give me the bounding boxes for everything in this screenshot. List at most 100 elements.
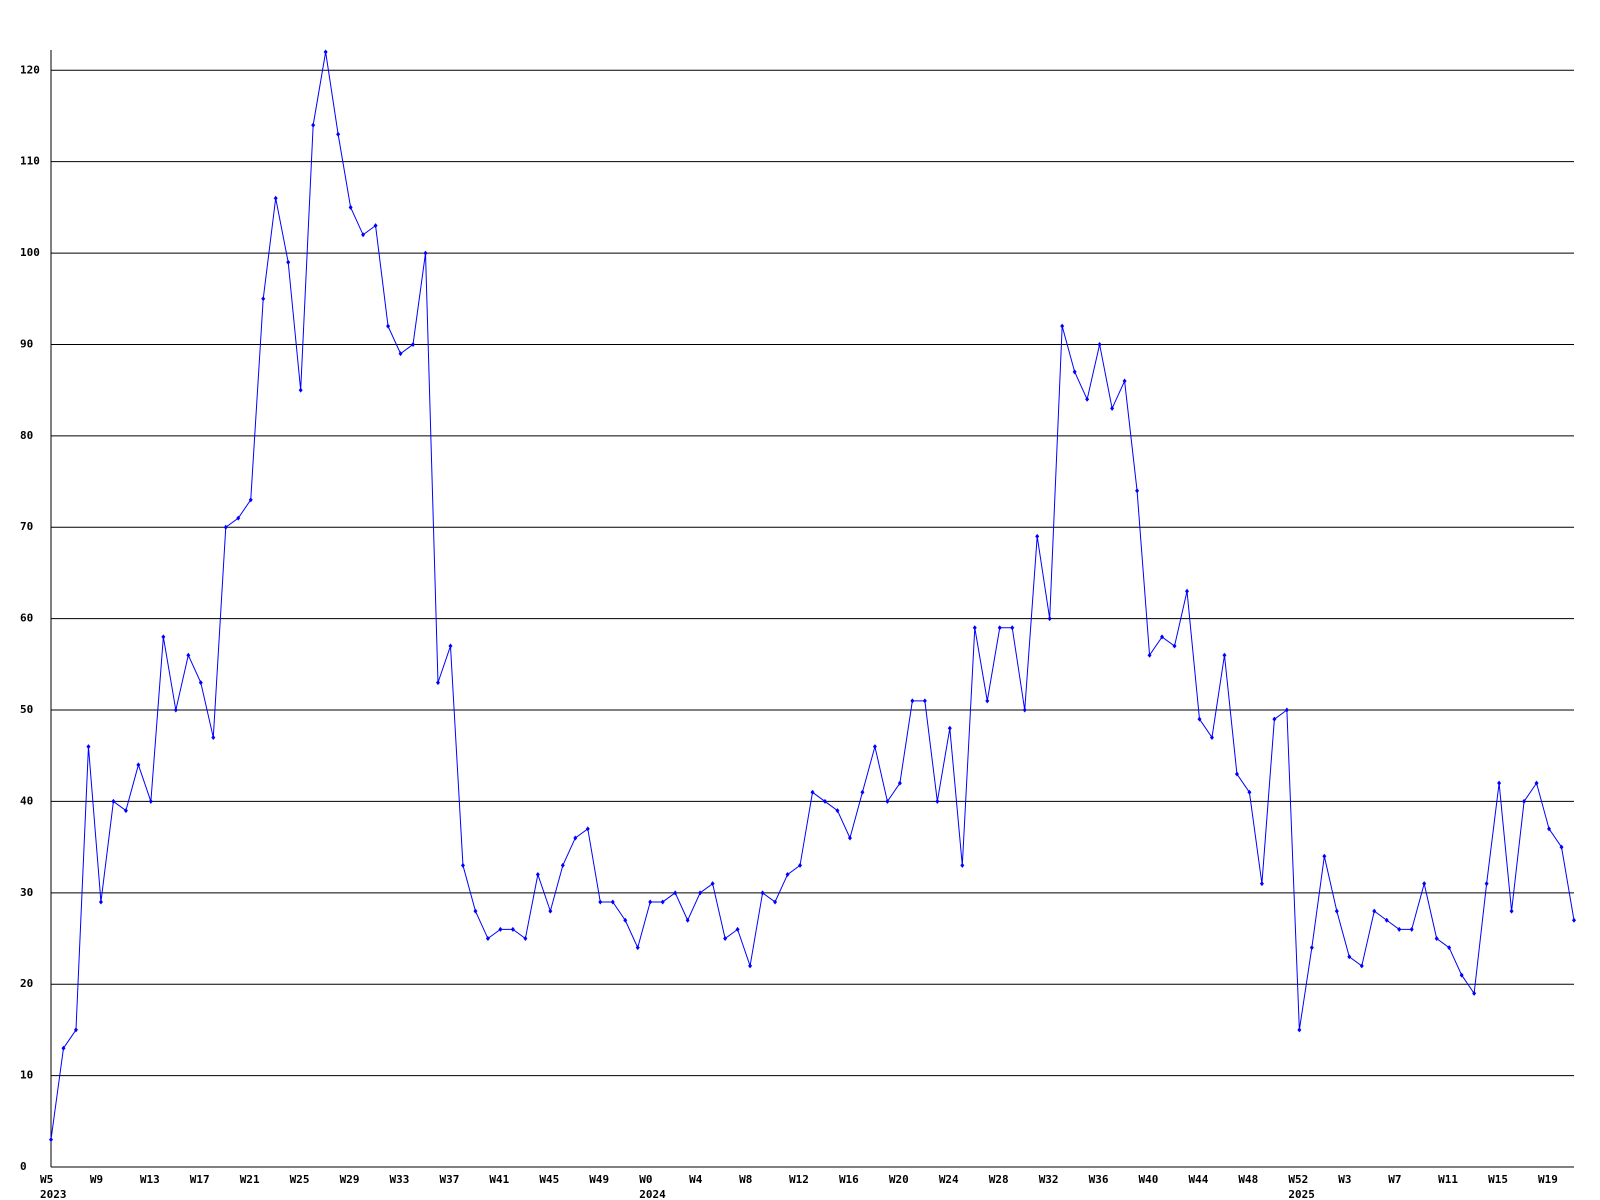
data-point: [1334, 908, 1339, 914]
x-tick-label: W17: [189, 1173, 210, 1186]
data-point: [1434, 936, 1439, 942]
data-point: [1284, 707, 1289, 713]
data-point: [1072, 369, 1077, 375]
data-point: [1472, 990, 1477, 996]
data-point: [798, 862, 803, 868]
data-point: [1422, 881, 1427, 887]
data-point: [760, 890, 765, 896]
data-point: [398, 351, 403, 357]
data-point: [148, 798, 153, 804]
data-point: [223, 524, 228, 530]
data-point: [498, 926, 503, 932]
data-point: [1372, 908, 1377, 914]
data-point: [1060, 323, 1065, 329]
data-point: [947, 725, 952, 731]
data-point: [361, 232, 366, 238]
y-tick-label: 30: [20, 886, 33, 899]
data-point: [1272, 716, 1277, 722]
data-point: [1397, 926, 1402, 932]
data-point: [910, 698, 915, 704]
data-point: [1035, 533, 1040, 539]
x-tick-label: W3: [1338, 1173, 1352, 1186]
data-point: [698, 890, 703, 896]
data-point: [386, 323, 391, 329]
data-point: [660, 899, 665, 905]
data-point: [485, 936, 490, 942]
x-tick-label: W15: [1488, 1173, 1508, 1186]
y-tick-label: 100: [20, 246, 40, 259]
data-point: [1522, 798, 1527, 804]
x-tick-label: W44: [1188, 1173, 1209, 1186]
y-tick-label: 20: [20, 977, 33, 990]
data-point: [1259, 881, 1264, 887]
data-point: [173, 707, 178, 713]
data-point: [1010, 625, 1015, 631]
y-tick-label: 0: [20, 1160, 27, 1173]
x-tick-label: W16: [838, 1173, 859, 1186]
data-point: [1484, 881, 1489, 887]
y-tick-label: 40: [20, 794, 33, 807]
x-tick-label: W4: [689, 1173, 703, 1186]
y-tick-label: 60: [20, 612, 33, 625]
data-point: [1297, 1027, 1302, 1033]
x-tick-label: W12: [789, 1173, 809, 1186]
x-tick-label: W48: [1238, 1173, 1259, 1186]
data-point: [435, 680, 440, 686]
y-tick-label: 70: [20, 520, 33, 533]
x-tick-label: W0 2024: [639, 1173, 666, 1200]
y-tick-label: 10: [20, 1069, 33, 1082]
data-point: [1097, 341, 1102, 347]
x-tick-label: W41: [489, 1173, 510, 1186]
data-point: [1234, 771, 1239, 777]
data-point: [985, 698, 990, 704]
data-point: [86, 744, 91, 750]
data-point: [1122, 378, 1127, 384]
data-point: [123, 808, 128, 814]
data-point: [610, 899, 615, 905]
data-point: [573, 835, 578, 841]
data-point: [510, 926, 515, 932]
data-point: [935, 798, 940, 804]
x-tick-label: W19: [1538, 1173, 1558, 1186]
x-tick-label: W5 2023: [40, 1173, 67, 1200]
x-tick-label: W8: [739, 1173, 753, 1186]
data-point: [411, 341, 416, 347]
data-point: [598, 899, 603, 905]
x-tick-label: W45: [539, 1173, 560, 1186]
data-line: [50, 51, 1575, 1140]
data-point: [348, 204, 353, 210]
data-point: [872, 744, 877, 750]
data-point: [49, 1137, 53, 1143]
data-point: [847, 835, 852, 841]
data-point: [1509, 908, 1514, 914]
data-point: [1384, 917, 1389, 923]
data-point: [785, 872, 790, 878]
x-tick-label: W29: [339, 1173, 360, 1186]
data-point: [623, 917, 628, 923]
x-tick-label: W52 2025: [1288, 1173, 1315, 1200]
data-point: [236, 515, 241, 521]
data-point: [1547, 826, 1552, 832]
data-point: [61, 1045, 66, 1051]
data-point: [1309, 945, 1314, 951]
x-tick-label: W49: [589, 1173, 610, 1186]
data-point: [1534, 780, 1539, 786]
data-point: [1447, 945, 1452, 951]
data-point: [710, 881, 715, 887]
x-tick-label: W24: [938, 1173, 959, 1186]
data-point: [685, 917, 690, 923]
data-point: [1322, 853, 1327, 859]
x-tick-label: W40: [1138, 1173, 1159, 1186]
data-point: [1459, 972, 1464, 978]
data-point: [186, 652, 191, 658]
data-point: [73, 1027, 78, 1033]
x-tick-label: W7: [1388, 1173, 1402, 1186]
data-point: [560, 862, 565, 868]
data-point: [211, 734, 216, 740]
data-point: [311, 122, 316, 128]
data-point: [460, 862, 465, 868]
data-point: [735, 926, 740, 932]
x-tick-label: W9: [89, 1173, 104, 1186]
y-tick-label: 120: [20, 63, 40, 76]
